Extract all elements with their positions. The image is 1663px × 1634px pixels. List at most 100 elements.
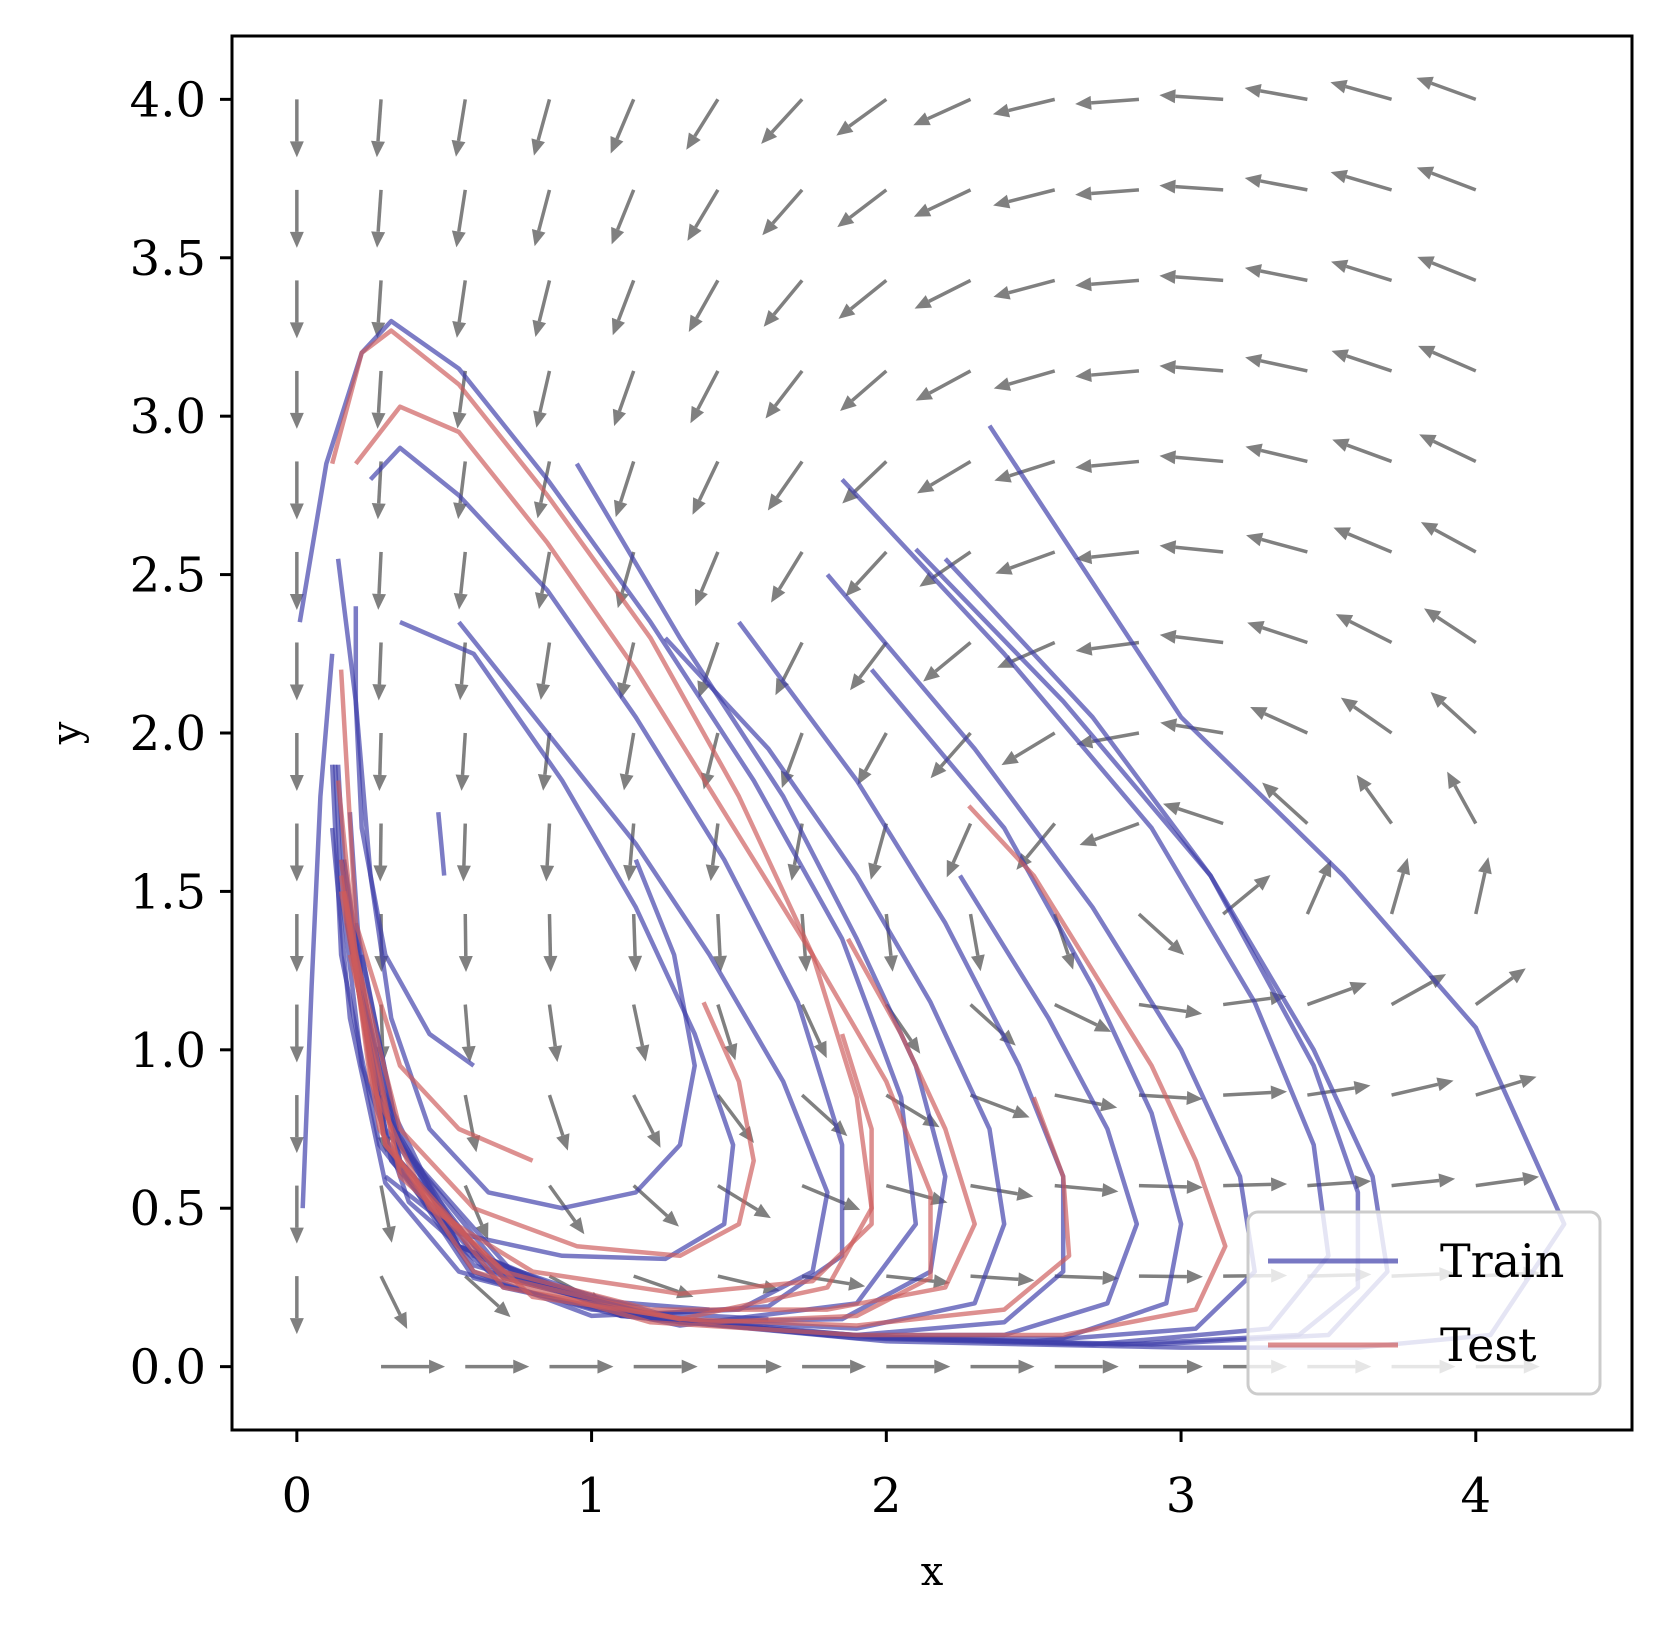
quiver-arrow [452, 190, 466, 247]
quiver-arrow [1245, 174, 1308, 190]
quiver-arrow [462, 1005, 476, 1063]
train-trajectory [356, 606, 474, 1065]
quiver-arrow [1075, 550, 1139, 564]
quiver-arrow [634, 1360, 698, 1374]
legend: Train Test [1248, 1212, 1600, 1394]
quiver-arrow [532, 190, 550, 246]
quiver-arrow [802, 1360, 866, 1374]
quiver-arrow [1307, 1081, 1370, 1095]
quiver-arrow [1139, 1360, 1203, 1374]
quiver-arrow [459, 914, 473, 972]
quiver-arrow [290, 190, 304, 248]
quiver-arrow [372, 552, 386, 610]
quiver-arrow [1139, 914, 1184, 955]
quiver-arrow [690, 371, 717, 423]
quiver-arrow [454, 552, 468, 610]
quiver-arrow [1075, 96, 1139, 110]
train-trajectory [385, 622, 733, 1259]
quiver-arrow [840, 371, 886, 411]
y-tick-label: 1.5 [130, 864, 206, 920]
y-tick-label: 1.0 [130, 1023, 206, 1079]
quiver-arrow [686, 99, 718, 149]
quiver-arrow [452, 99, 466, 156]
quiver-arrow [531, 99, 549, 155]
quiver-arrow [457, 824, 471, 882]
quiver-arrow [802, 1095, 847, 1136]
quiver-arrow [613, 371, 634, 426]
quiver-arrow [1476, 1172, 1539, 1186]
quiver-arrow [1421, 522, 1476, 552]
quiver-arrow [536, 642, 550, 699]
quiver-arrow [1076, 642, 1139, 656]
quiver-arrow [465, 1095, 480, 1152]
y-tick-label: 0.0 [130, 1340, 206, 1396]
quiver-arrow [1418, 346, 1476, 371]
quiver-arrow [549, 1360, 613, 1374]
quiver-arrow [1055, 1360, 1119, 1374]
quiver-arrow [548, 1005, 562, 1063]
quiver-arrow [1476, 968, 1526, 1004]
quiver-arrow [549, 1095, 569, 1151]
quiver-arrow [1333, 527, 1391, 552]
quiver-arrow [764, 280, 802, 326]
y-tick-label: 3.5 [130, 231, 206, 287]
quiver-arrow [868, 824, 886, 880]
quiver-arrow [634, 1005, 650, 1062]
quiver-arrow [1341, 698, 1392, 733]
quiver-arrow [290, 1276, 304, 1334]
quiver-arrow [1245, 84, 1308, 99]
quiver-arrow [373, 824, 387, 882]
quiver-arrow [845, 552, 886, 597]
quiver-arrow [1416, 77, 1475, 100]
quiver-arrow [611, 190, 634, 244]
quiver-arrow [1223, 1085, 1287, 1099]
quiver-arrow [693, 461, 718, 514]
quiver-arrow [372, 642, 386, 700]
quiver-arrow [915, 280, 971, 308]
quiver-arrow [947, 824, 971, 878]
quiver-arrow [290, 1005, 304, 1063]
quiver-arrow [1139, 1004, 1202, 1018]
quiver-arrow [994, 371, 1055, 391]
quiver-arrow [1001, 733, 1054, 765]
quiver-arrow [628, 914, 642, 972]
quiver-arrow [886, 1360, 950, 1374]
quiver-arrow [836, 99, 886, 135]
quiver-arrow [1159, 360, 1223, 374]
quiver-arrow [611, 99, 634, 153]
quiver-arrow [1336, 614, 1392, 642]
quiver-arrow [914, 190, 971, 217]
quiver-arrow [923, 642, 970, 681]
quiver-arrow [1332, 439, 1391, 462]
quiver-arrow [456, 733, 470, 791]
train-trajectory [300, 321, 916, 1325]
quiver-arrow [634, 1095, 661, 1148]
quiver-arrow [1331, 170, 1392, 190]
quiver-arrow [532, 280, 549, 337]
quiver-arrow [971, 1360, 1035, 1374]
quiver-arrow [838, 280, 886, 319]
quiver-arrow [1223, 1177, 1287, 1191]
quiver-arrow [1392, 1174, 1456, 1188]
quiver-arrow [1424, 608, 1476, 642]
quiver-arrow [290, 733, 304, 791]
quiver-arrow [971, 914, 985, 971]
quiver-arrow [1447, 772, 1476, 824]
quiver-arrow [1246, 533, 1307, 552]
x-tick-label: 0 [282, 1468, 313, 1524]
quiver-arrow [886, 1186, 947, 1206]
quiver-arrow [1075, 277, 1139, 291]
quiver-arrow [1392, 858, 1410, 914]
quiver-arrow [533, 371, 549, 428]
quiver-arrow [802, 1186, 860, 1211]
quiver-arrow [993, 99, 1055, 117]
quiver-arrow [1307, 860, 1331, 914]
quiver-arrow [290, 1095, 304, 1153]
quiver-arrow [689, 280, 718, 332]
quiver-arrow [766, 371, 803, 419]
quiver-arrow [718, 1360, 782, 1374]
quiver-arrow [1160, 630, 1223, 644]
quiver-arrow [913, 99, 970, 125]
